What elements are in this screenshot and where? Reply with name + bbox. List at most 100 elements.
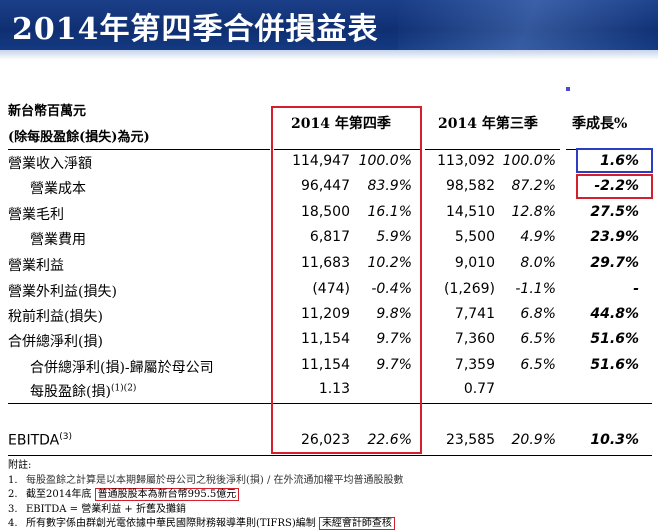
- footnote-number: 4.: [8, 518, 18, 529]
- q4-column-highlight: [271, 106, 422, 454]
- footnote-number: 3.: [8, 503, 18, 515]
- footnote-text: EBITDA = 營業利益 + 折舊及攤銷: [26, 503, 186, 515]
- footnotes-heading: 附註:: [8, 460, 32, 471]
- q3-value: 7,359: [454, 357, 495, 373]
- q3-percent: 8.0%: [520, 255, 556, 271]
- q3-value: 98,582: [446, 178, 495, 194]
- q4-percent: 9.7%: [376, 357, 412, 373]
- qoq-growth: 29.7%: [590, 255, 639, 271]
- row-label: 合併總淨利(損): [8, 334, 103, 350]
- table-row: 合併總淨利(損)-歸屬於母公司 11,154 9.7% 7,359 6.5% 5…: [0, 354, 658, 378]
- q3-value: (1,269): [443, 281, 495, 297]
- q3-percent: -1.1%: [515, 281, 556, 297]
- row-label: 營業成本: [30, 181, 86, 197]
- qoq-growth: 51.6%: [590, 357, 639, 373]
- q4-value: 11,154: [301, 357, 350, 373]
- footnote-number: 1.: [8, 474, 18, 486]
- q3-value: 0.77: [463, 381, 495, 397]
- footnote-3: 3. EBITDA = 營業利益 + 折舊及攤銷: [8, 503, 404, 518]
- qoq-growth: 44.8%: [590, 306, 639, 322]
- table-row: 營業收入淨額 114,947 100.0% 113,092 100.0% 1.6…: [0, 150, 658, 174]
- row-label: 營業毛利: [8, 207, 64, 223]
- table-row: 營業外利益(損失) (474) -0.4% (1,269) -1.1% -: [0, 278, 658, 302]
- q4-value: 96,447: [301, 178, 350, 194]
- q4-percent: -0.4%: [371, 281, 412, 297]
- q3-value: 7,741: [454, 306, 495, 322]
- header-rule-q3: [425, 149, 560, 150]
- row-label: 合併總淨利(損)-歸屬於母公司: [30, 360, 214, 376]
- q4-percent: 16.1%: [367, 204, 412, 220]
- footnote-2: 2. 截至2014年底 普通股股本為新台幣995.5億元: [8, 488, 404, 503]
- footnote-4: 4. 所有數字係由群創光電依據中華民國際財務報導準則(TIFRS)編制 未經會計師…: [8, 517, 404, 532]
- footnotes: 附註: 1. 每股盈餘之計算是以本期歸屬於母公司之稅後淨利(損) / 在外流通加權…: [8, 459, 404, 532]
- column-header-growth: 季成長%: [572, 116, 628, 132]
- q4-value: 11,683: [301, 255, 350, 271]
- row-label-text: 每股盈餘(損): [30, 384, 111, 400]
- table-row: EBITDA(3) 26,023 22.6% 23,585 20.9% 10.3…: [0, 429, 658, 453]
- footnote-text: 所有數字係由群創光電依據中華民國際財務報導準則(TIFRS)編制: [26, 518, 316, 529]
- row-label: 營業利益: [8, 258, 64, 274]
- footnote-1: 1. 每股盈餘之計算是以本期歸屬於母公司之稅後淨利(損) / 在外流通加權平均普通…: [8, 474, 404, 489]
- footnote-text: 每股盈餘之計算是以本期歸屬於母公司之稅後淨利(損) / 在外流通加權平均普通股股…: [26, 474, 404, 486]
- q3-value: 7,360: [454, 331, 495, 347]
- qoq-growth: 27.5%: [590, 204, 639, 220]
- q4-value: 18,500: [301, 204, 350, 220]
- footnote-number: 2.: [8, 489, 18, 500]
- qoq-growth: 1.6%: [600, 153, 639, 169]
- q3-percent: 6.8%: [520, 306, 556, 322]
- q3-value: 5,500: [454, 229, 495, 245]
- units-label: 新台幣百萬元: [8, 104, 87, 119]
- q3-value: 23,585: [446, 432, 495, 448]
- q4-value: 1.13: [318, 381, 350, 397]
- q3-percent: 12.8%: [511, 204, 556, 220]
- table-row: 合併總淨利(損) 11,154 9.7% 7,360 6.5% 51.6%: [0, 328, 658, 352]
- column-header-q4: 2014 年第四季: [291, 116, 391, 132]
- column-header-q3: 2014 年第三季: [438, 116, 538, 132]
- q3-value: 113,092: [437, 153, 495, 169]
- q3-percent: 6.5%: [520, 331, 556, 347]
- q4-percent: 9.8%: [376, 306, 412, 322]
- capital-note-highlight: 普通股股本為新台幣995.5億元: [94, 488, 240, 501]
- row-label: 營業費用: [30, 232, 86, 248]
- q4-value: 26,023: [301, 432, 350, 448]
- unaudited-note-highlight: 未經會計師查核: [318, 517, 395, 530]
- row-label-text: EBITDA: [8, 432, 60, 449]
- q4-value: 11,209: [301, 306, 350, 322]
- qoq-growth: 51.6%: [590, 331, 639, 347]
- q3-percent: 20.9%: [511, 432, 556, 448]
- q4-percent: 10.2%: [367, 255, 412, 271]
- q4-percent: 5.9%: [376, 229, 412, 245]
- q3-percent: 87.2%: [511, 178, 556, 194]
- q4-percent: 9.7%: [376, 331, 412, 347]
- footnote-marker: (3): [59, 432, 72, 442]
- decorative-dot: [566, 87, 570, 91]
- row-label: EBITDA(3): [8, 432, 72, 449]
- row-label: 營業外利益(損失): [8, 284, 117, 300]
- table-row: 每股盈餘(損)(1)(2) 1.13 0.77: [0, 378, 658, 402]
- cost-growth-highlight: [576, 174, 653, 199]
- page-title: 2014年第四季合併損益表: [12, 12, 379, 47]
- table-row: 營業毛利 18,500 16.1% 14,510 12.8% 27.5%: [0, 201, 658, 225]
- row-label: 營業收入淨額: [8, 156, 92, 172]
- q3-percent: 4.9%: [520, 229, 556, 245]
- q4-percent: 83.9%: [367, 178, 412, 194]
- revenue-growth-highlight: [576, 148, 653, 173]
- table-row: 營業費用 6,817 5.9% 5,500 4.9% 23.9%: [0, 226, 658, 250]
- q4-value: (474): [312, 281, 350, 297]
- title-bar-decoration: [398, 0, 658, 50]
- q4-value: 114,947: [292, 153, 350, 169]
- table-row: 營業成本 96,447 83.9% 98,582 87.2% -2.2%: [0, 175, 658, 199]
- footnote-text: 截至2014年底: [26, 489, 92, 500]
- q3-value: 9,010: [454, 255, 495, 271]
- row-label: 每股盈餘(損)(1)(2): [30, 381, 136, 401]
- table-row: 稅前利益(損失) 11,209 9.8% 7,741 6.8% 44.8%: [0, 303, 658, 327]
- qoq-growth: 10.3%: [590, 432, 639, 448]
- title-bar-shadow: [0, 50, 658, 60]
- q4-value: 11,154: [301, 331, 350, 347]
- header-rule-q4: [274, 149, 420, 150]
- table-row: 營業利益 11,683 10.2% 9,010 8.0% 29.7%: [0, 252, 658, 276]
- qoq-growth: -2.2%: [594, 178, 639, 194]
- footnote-marker: (1)(2): [110, 383, 137, 394]
- section-divider: [8, 403, 652, 404]
- q4-percent: 100.0%: [358, 153, 412, 169]
